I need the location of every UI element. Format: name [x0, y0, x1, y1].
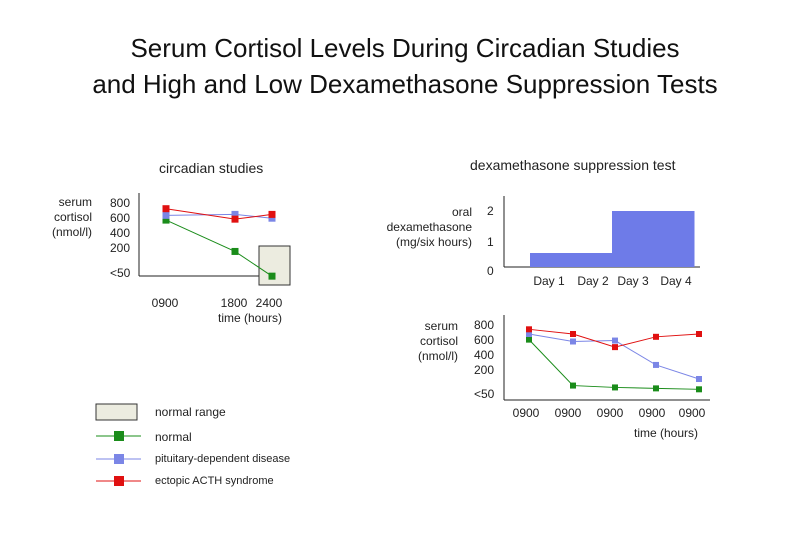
left-series-1-point-2: [268, 214, 276, 222]
normal-range-box: [258, 245, 291, 286]
left-xlabel: time (hours): [217, 311, 282, 325]
right-series-1-point-4: [696, 376, 702, 382]
right-x-tick-2: 0900: [554, 406, 582, 420]
right-x-tick-4: 0900: [638, 406, 666, 420]
dex-y-tick-2: 2: [487, 204, 494, 218]
chart-title-line1: Serum Cortisol Levels During Circadian S…: [130, 33, 680, 63]
right-series-2-point-2: [612, 344, 618, 351]
right-y-tick-600: 600: [474, 333, 495, 347]
dex-ylabel-line3: (mg/six hours): [395, 235, 472, 249]
right-series-1-point-0: [526, 331, 532, 337]
legend-normal-range-swatch: [95, 403, 138, 421]
right-ylabel-line2: cortisol: [419, 334, 458, 348]
right-y-tick-lt50: <50: [474, 387, 495, 401]
right-series-0-point-2: [612, 384, 618, 391]
left-y-tick-200: 200: [110, 241, 131, 255]
left-ylabel-line1: serum: [58, 195, 92, 209]
left-ylabel-line2: cortisol: [53, 210, 92, 224]
right-ylabel-line1: serum: [424, 319, 458, 333]
right-series-2-point-0: [526, 326, 532, 333]
legend-normal-range: normal range: [155, 405, 226, 419]
left-x-tick-2400: 2400: [255, 296, 283, 310]
left-series-line-2: [165, 208, 273, 220]
left-series-0-point-2: [268, 272, 276, 280]
right-x-tick-3: 0900: [596, 406, 624, 420]
dex-day1-label: Day 1: [533, 274, 565, 288]
right-series-0-point-4: [696, 386, 702, 393]
left-y-tick-800: 800: [110, 196, 131, 210]
dex-y-tick-0: 0: [487, 264, 494, 278]
left-series-line-0: [165, 219, 273, 277]
legend-ectopic: ectopic ACTH syndrome: [155, 475, 274, 487]
dex-bar-2: [612, 211, 654, 267]
chart-title-line2: and High and Low Dexamethasone Suppressi…: [92, 69, 718, 99]
right-series-1-point-1: [570, 338, 576, 345]
legend-normal: normal: [155, 430, 192, 444]
right-y-tick-400: 400: [474, 348, 495, 362]
dex-ylabel-line1: oral: [451, 205, 472, 219]
left-x-tick-1800: 1800: [220, 296, 248, 310]
dex-day3-label: Day 3: [617, 274, 649, 288]
legend-pituitary: pituitary-dependent disease: [155, 453, 291, 465]
dex-day2-label: Day 2: [577, 274, 609, 288]
left-series-2-point-0: [162, 205, 170, 213]
right-series-0-point-3: [653, 385, 659, 392]
right-x-tick-1: 0900: [512, 406, 540, 420]
left-ylabel-line3: (nmol/l): [51, 225, 92, 239]
left-x-tick-0900: 0900: [151, 296, 179, 310]
circadian-subtitle: circadian studies: [159, 160, 264, 176]
right-series-2-point-3: [653, 333, 659, 340]
dex-y-tick-1: 1: [487, 235, 494, 249]
dex-ylabel-line2: dexamethasone: [386, 220, 472, 234]
left-y-tick-lt50: <50: [110, 266, 131, 280]
right-ylabel-line3: (nmol/l): [417, 349, 458, 363]
dex-bar-1: [571, 253, 613, 267]
right-series-2-point-4: [696, 331, 702, 337]
left-series-2-point-1: [231, 215, 239, 223]
dex-bar-0: [530, 253, 572, 267]
right-series-1-point-2: [612, 337, 618, 344]
left-y-tick-400: 400: [110, 226, 131, 240]
right-series-0-point-0: [526, 336, 532, 343]
legend-marker-2: [114, 476, 124, 486]
left-y-tick-600: 600: [110, 211, 131, 225]
right-series-1-point-3: [653, 361, 659, 368]
dex-bar-3: [653, 211, 695, 267]
legend-marker-1: [114, 454, 124, 464]
right-series-0-point-1: [570, 382, 576, 389]
dex-day4-label: Day 4: [660, 274, 692, 288]
left-series-0-point-1: [231, 247, 239, 255]
left-series-1-point-0: [162, 211, 170, 219]
left-series-0-point-0: [162, 216, 170, 224]
right-x-tick-5: 0900: [678, 406, 706, 420]
right-xlabel: time (hours): [633, 426, 698, 440]
right-y-tick-800: 800: [474, 318, 495, 332]
right-y-tick-200: 200: [474, 363, 495, 377]
right-series-2-point-1: [570, 331, 576, 337]
dex-subtitle: dexamethasone suppression test: [470, 157, 676, 173]
left-series-1-point-1: [231, 210, 239, 218]
left-series-2-point-2: [268, 210, 276, 218]
legend-marker-0: [114, 431, 124, 441]
